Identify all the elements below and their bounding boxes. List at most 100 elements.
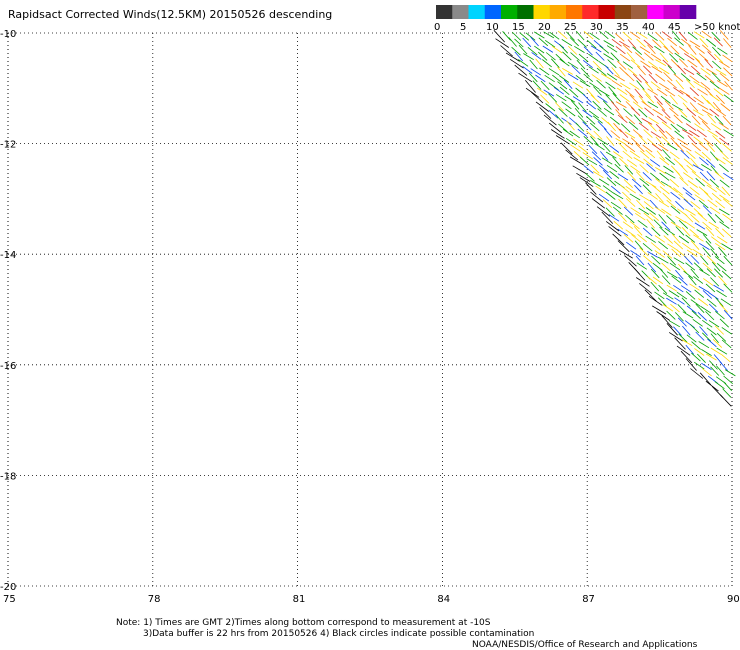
wind-vector xyxy=(669,178,680,188)
wind-vector xyxy=(706,255,716,265)
wind-vector xyxy=(721,186,731,197)
legend-swatch xyxy=(501,5,518,19)
wind-vector xyxy=(713,88,724,97)
wind-vector xyxy=(677,65,686,75)
wind-vector xyxy=(654,45,665,54)
wind-vector xyxy=(535,101,550,112)
wind-vector xyxy=(612,156,621,167)
wind-vector xyxy=(592,171,604,179)
wind-vector xyxy=(607,121,617,132)
wind-vector xyxy=(619,158,629,167)
axis-tick-labels: 75 78 81 84 87 90 -10 -12 -14 -16 -18 -20 xyxy=(0,29,740,605)
wind-vector xyxy=(678,235,690,244)
wind-vector xyxy=(579,156,590,166)
wind-vector xyxy=(601,157,613,165)
wind-vector xyxy=(625,101,635,111)
wind-vector xyxy=(647,251,658,258)
wind-vector xyxy=(569,88,579,98)
wind-vector xyxy=(719,150,729,160)
wind-vector xyxy=(700,67,711,76)
legend-label: 10 xyxy=(486,22,499,33)
wind-vector xyxy=(588,53,599,62)
wind-vector xyxy=(591,74,602,82)
wind-vector xyxy=(678,58,688,68)
wind-vector xyxy=(552,74,562,83)
wind-vector xyxy=(683,172,694,180)
wind-vector xyxy=(713,37,723,47)
wind-vector xyxy=(630,250,641,258)
wind-vector xyxy=(651,227,661,237)
legend-swatch xyxy=(517,5,534,19)
wind-vector xyxy=(686,164,697,174)
wind-vector xyxy=(720,103,731,112)
wind-vector xyxy=(606,45,618,53)
wind-vector xyxy=(685,94,697,103)
wind-vector xyxy=(705,380,719,392)
lon-tick-label: 84 xyxy=(437,594,450,605)
wind-vector xyxy=(700,94,710,105)
legend-label: 45 xyxy=(668,22,681,33)
wind-vector xyxy=(708,292,719,300)
wind-vector xyxy=(505,52,520,62)
wind-vector xyxy=(639,46,651,54)
wind-vector xyxy=(652,276,664,285)
wind-vector xyxy=(579,177,594,187)
wind-vector xyxy=(635,52,645,61)
wind-vector xyxy=(585,182,597,195)
wind-vector xyxy=(650,268,660,279)
wind-vector xyxy=(700,255,709,266)
lon-tick-label: 75 xyxy=(3,594,16,605)
wind-vector xyxy=(708,303,719,313)
wind-vector xyxy=(585,130,596,139)
wind-vector xyxy=(707,129,718,137)
wind-speed-legend: 0 5 10 15 20 25 30 35 40 45 >50 knots xyxy=(434,5,740,33)
wind-vector xyxy=(672,103,683,111)
wind-vector xyxy=(723,67,733,77)
wind-vector xyxy=(626,52,636,62)
note-line-1: Note: 1) Times are GMT 2)Times along bot… xyxy=(116,618,491,628)
wind-vector xyxy=(692,248,703,257)
wind-vector xyxy=(655,193,664,203)
wind-vector xyxy=(522,65,533,74)
wind-vector xyxy=(619,40,630,48)
wind-vector xyxy=(544,74,555,83)
wind-vector xyxy=(673,257,685,265)
wind-vector xyxy=(715,186,726,196)
wind-vector xyxy=(641,118,653,125)
wind-vector xyxy=(666,284,678,292)
wind-vector xyxy=(538,37,549,47)
wind-vector xyxy=(611,67,620,77)
wind-vector xyxy=(656,88,668,97)
wind-vector xyxy=(723,255,733,266)
wind-vector xyxy=(604,65,614,75)
wind-vector xyxy=(676,291,688,300)
wind-vector xyxy=(548,82,559,91)
wind-vector xyxy=(639,178,650,187)
wind-vector xyxy=(658,241,669,250)
wind-vector xyxy=(650,172,660,181)
wind-vector xyxy=(659,157,670,166)
wind-vector xyxy=(548,110,559,119)
wind-vector xyxy=(684,53,695,61)
wind-vector xyxy=(658,200,670,208)
wind-vector xyxy=(698,186,709,195)
wind-vector xyxy=(664,100,674,110)
wind-vector xyxy=(591,151,602,161)
wind-vector xyxy=(662,250,673,259)
wind-vector xyxy=(575,74,586,83)
wind-vector xyxy=(514,38,524,48)
wind-vector xyxy=(690,53,701,62)
wind-vector xyxy=(675,312,684,322)
wind-vector xyxy=(685,79,695,89)
wind-vector xyxy=(719,194,730,203)
wind-vector xyxy=(651,66,663,73)
wind-vector xyxy=(665,156,675,166)
wind-vector xyxy=(691,310,701,320)
wind-vector xyxy=(651,143,663,152)
wind-vector xyxy=(671,248,681,258)
wind-vector xyxy=(722,143,732,152)
wind-vector xyxy=(689,186,700,196)
wind-vector xyxy=(690,299,701,307)
wind-vector xyxy=(650,53,662,61)
wind-vector xyxy=(699,157,709,166)
